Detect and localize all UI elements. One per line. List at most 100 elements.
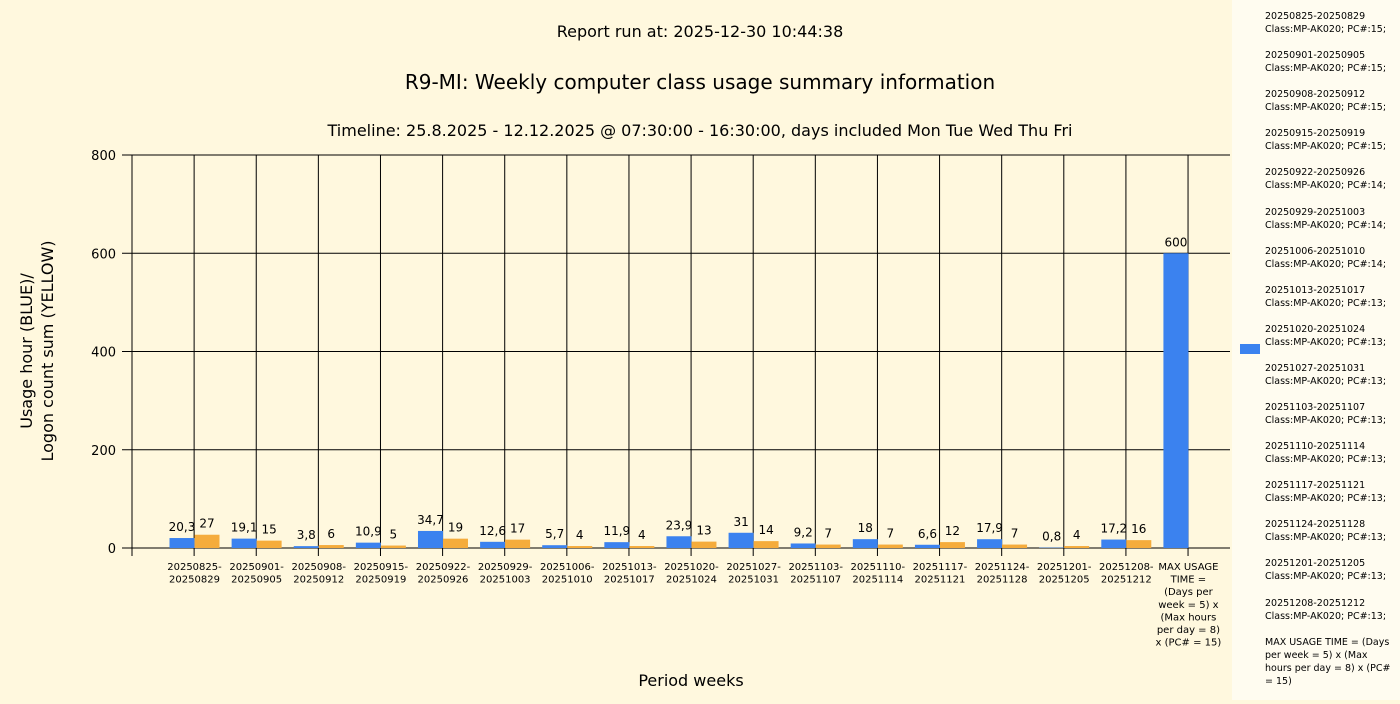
bar-usage-hours	[170, 538, 195, 548]
bar-logon-count	[381, 546, 406, 548]
legend-entry-period: 20251208-20251212	[1265, 597, 1397, 610]
x-category-label: 20251027-20251031	[726, 562, 781, 586]
data-label-logon: 4	[576, 528, 584, 542]
legend-entry-detail: Class:MP-AK020; PC#:15;	[1265, 23, 1397, 36]
legend-entry-detail: Class:MP-AK020; PC#:13;	[1265, 414, 1397, 427]
bar-usage-hours	[232, 539, 257, 548]
legend-entry-period: 20251027-20251031	[1265, 362, 1397, 375]
bar-logon-count	[257, 541, 282, 548]
bar-usage-hours	[729, 533, 754, 548]
y-tick-label: 400	[91, 346, 116, 361]
data-label-logon: 5	[390, 528, 398, 542]
legend-entry-period: 20250901-20250905	[1265, 49, 1397, 62]
data-label-usage: 600	[1164, 235, 1187, 249]
x-category-label: 20251110-20251114	[851, 562, 906, 586]
bar-logon-count	[691, 542, 716, 548]
legend-entry-detail: Class:MP-AK020; PC#:13;	[1265, 531, 1397, 544]
legend-entry-detail: Class:MP-AK020; PC#:15;	[1265, 140, 1397, 153]
legend-entry-detail: Class:MP-AK020; PC#:13;	[1265, 610, 1397, 623]
data-label-usage: 31	[733, 515, 748, 529]
legend-entry-detail: Class:MP-AK020; PC#:14;	[1265, 179, 1397, 192]
legend-entry-detail: Class:MP-AK020; PC#:14;	[1265, 258, 1397, 271]
data-label-logon: 16	[1131, 522, 1146, 536]
bar-logon-count	[629, 546, 654, 548]
y-tick-label: 200	[91, 444, 116, 459]
legend-entry-detail: Class:MP-AK020; PC#:15;	[1265, 101, 1397, 114]
legend-entry-detail: Class:MP-AK020; PC#:13;	[1265, 375, 1397, 388]
legend-entry-period: 20251110-20251114	[1265, 440, 1397, 453]
data-label-logon: 19	[448, 521, 463, 535]
data-label-usage: 23,9	[666, 518, 693, 532]
x-category-label: 20251201-20251205	[1037, 562, 1092, 586]
legend-entry-period: 20251013-20251017	[1265, 284, 1397, 297]
legend-entry-period: 20250825-20250829	[1265, 10, 1397, 23]
data-label-logon: 14	[758, 523, 773, 537]
x-category-label: 20251208-20251212	[1099, 562, 1154, 586]
bar-usage-hours	[418, 531, 443, 548]
legend-entry-detail: Class:MP-AK020; PC#:13;	[1265, 570, 1397, 583]
bar-usage-hours	[604, 542, 629, 548]
data-label-logon: 4	[638, 528, 646, 542]
x-axis-title: Period weeks	[638, 671, 743, 690]
data-label-logon: 7	[1011, 527, 1019, 541]
bar-logon-count	[1126, 540, 1151, 548]
bar-logon-count	[319, 545, 344, 548]
data-label-logon: 6	[327, 527, 335, 541]
data-label-usage: 18	[858, 521, 873, 535]
legend-entry-period: 20251201-20251205	[1265, 557, 1397, 570]
x-category-label: 20251006-20251010	[540, 562, 595, 586]
legend-entry-period: 20250929-20251003	[1265, 206, 1397, 219]
legend-entry-period: 20251006-20251010	[1265, 245, 1397, 258]
data-label-usage: 19,1	[231, 521, 258, 535]
data-label-logon: 7	[824, 527, 832, 541]
legend-entry-detail: Class:MP-AK020; PC#:13;	[1265, 453, 1397, 466]
legend-entry-period: 20251103-20251107	[1265, 401, 1397, 414]
bar-usage-hours	[480, 542, 505, 548]
data-label-logon: 27	[199, 517, 214, 531]
y-tick-label: 0	[108, 542, 116, 557]
bar-logon-count	[443, 539, 468, 548]
bar-usage-hours	[294, 546, 319, 548]
bar-usage-hours	[853, 539, 878, 548]
data-label-usage: 10,9	[355, 525, 382, 539]
y-axis-title: Usage hour (BLUE)/Logon count sum (YELLO…	[17, 240, 57, 461]
x-category-label: 20251020-20251024	[664, 562, 719, 586]
data-label-usage: 17,2	[1100, 522, 1127, 536]
data-label-usage: 9,2	[794, 525, 813, 539]
legend-entry-period: 20251020-20251024	[1265, 323, 1397, 336]
x-category-label: 20250825-20250829	[167, 562, 222, 586]
bar-usage-hours	[542, 545, 567, 548]
legend-entry-period: 20251124-20251128	[1265, 518, 1397, 531]
data-label-usage: 17,9	[976, 521, 1003, 535]
bar-logon-count	[195, 535, 220, 548]
y-tick-label: 800	[91, 149, 116, 164]
x-category-label: 20250901-20250905	[229, 562, 284, 586]
bar-logon-count	[1002, 545, 1027, 548]
x-category-label: 20250929-20251003	[478, 562, 533, 586]
y-tick-label: 600	[91, 247, 116, 262]
data-label-logon: 17	[510, 522, 525, 536]
x-category-label: 20250915-20250919	[354, 562, 409, 586]
data-label-logon: 4	[1073, 528, 1081, 542]
x-category-label: 20251013-20251017	[602, 562, 657, 586]
legend-entry-detail: Class:MP-AK020; PC#:14;	[1265, 219, 1397, 232]
data-label-usage: 5,7	[545, 527, 564, 541]
legend-entry-period: 20250915-20250919	[1265, 127, 1397, 140]
bar-usage-hours	[791, 543, 816, 548]
data-label-logon: 7	[886, 527, 894, 541]
bar-logon-count	[567, 546, 592, 548]
